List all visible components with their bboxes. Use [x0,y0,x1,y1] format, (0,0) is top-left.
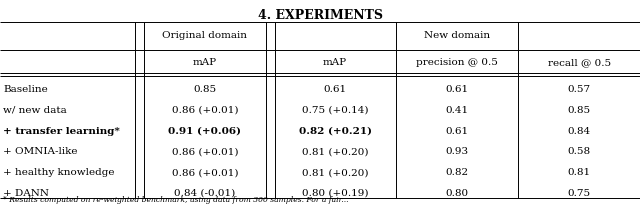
Text: 0.84: 0.84 [568,126,591,136]
Text: 0.80: 0.80 [445,189,468,198]
Text: 0.81 (+0.20): 0.81 (+0.20) [302,168,368,177]
Text: 0.57: 0.57 [568,85,591,94]
Text: Original domain: Original domain [163,31,247,40]
Text: * Results computed on re-weighted benchmark, using data from 300 samples. For a : * Results computed on re-weighted benchm… [3,196,349,204]
Text: 0.75 (+0.14): 0.75 (+0.14) [302,106,368,115]
Text: 0.85: 0.85 [193,85,216,94]
Text: 0.58: 0.58 [568,147,591,156]
Text: 0.86 (+0.01): 0.86 (+0.01) [172,106,238,115]
Text: 0.81 (+0.20): 0.81 (+0.20) [302,147,368,156]
Text: 0.82: 0.82 [445,168,468,177]
Text: 0.41: 0.41 [445,106,468,115]
Text: + OMNIA-like: + OMNIA-like [3,147,77,156]
Text: 0.85: 0.85 [568,106,591,115]
Text: 0.61: 0.61 [445,126,468,136]
Text: New domain: New domain [424,31,490,40]
Text: recall @ 0.5: recall @ 0.5 [548,58,611,67]
Text: 0.81: 0.81 [568,168,591,177]
Text: 0.91 (+0.06): 0.91 (+0.06) [168,126,241,136]
Text: 0.93: 0.93 [445,147,468,156]
Text: Baseline: Baseline [3,85,48,94]
Text: 0.86 (+0.01): 0.86 (+0.01) [172,147,238,156]
Text: 0.75: 0.75 [568,189,591,198]
Text: 0.61: 0.61 [323,85,347,94]
Text: 0.86 (+0.01): 0.86 (+0.01) [172,168,238,177]
Text: mAP: mAP [323,58,347,67]
Text: mAP: mAP [193,58,217,67]
Text: + DANN: + DANN [3,189,49,198]
Text: 0.80 (+0.19): 0.80 (+0.19) [302,189,368,198]
Text: 0.84 (-0.01): 0.84 (-0.01) [174,189,236,198]
Text: precision @ 0.5: precision @ 0.5 [416,58,498,67]
Text: w/ new data: w/ new data [3,106,67,115]
Text: + transfer learning*: + transfer learning* [3,126,120,136]
Text: 0.61: 0.61 [445,85,468,94]
Text: 4. EXPERIMENTS: 4. EXPERIMENTS [257,9,383,22]
Text: 0.82 (+0.21): 0.82 (+0.21) [298,126,372,136]
Text: + healthy knowledge: + healthy knowledge [3,168,115,177]
